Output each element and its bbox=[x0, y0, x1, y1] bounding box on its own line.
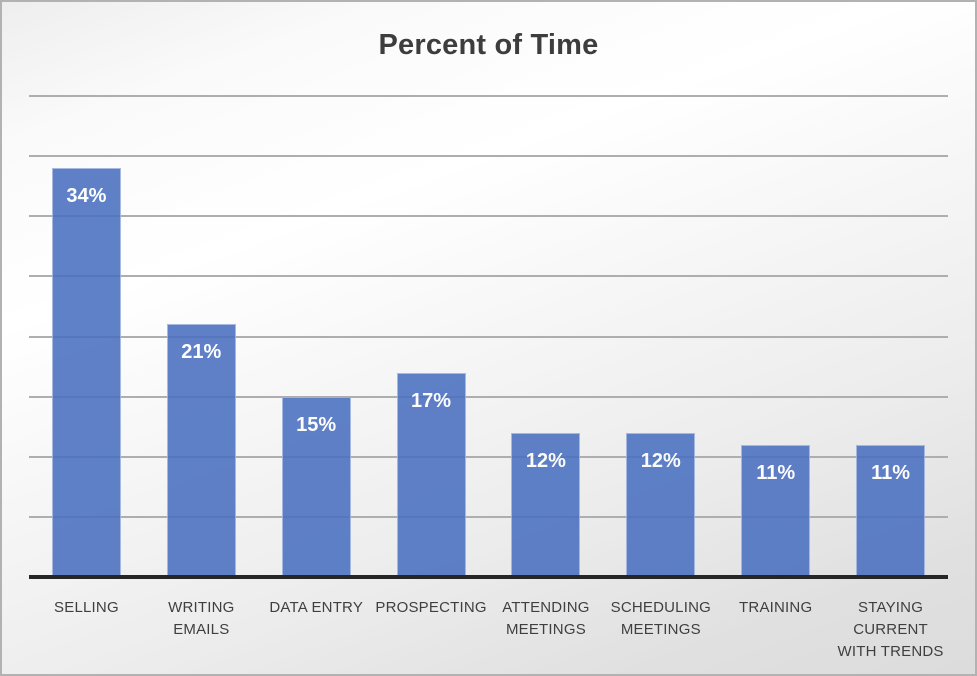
category-label-line: CURRENT bbox=[853, 621, 928, 638]
category-label-line: DATA ENTRY bbox=[269, 599, 364, 616]
plot-area: 34% 21% 15% 17% 12% 12% 11% 11% bbox=[29, 95, 948, 579]
bar-data-label: 34% bbox=[66, 185, 107, 208]
category-label-line: WITH TRENDS bbox=[837, 643, 944, 660]
category-label-line: STAYING bbox=[858, 599, 924, 616]
category-label-staying-current-with-trends: STAYING CURRENT WITH TRENDS bbox=[833, 597, 948, 663]
bar-scheduling-meetings: 12% bbox=[626, 432, 696, 577]
gridline-5 bbox=[29, 515, 948, 518]
gridline-40 bbox=[29, 95, 948, 97]
gridline-25 bbox=[29, 275, 948, 278]
gridline-10 bbox=[29, 455, 948, 458]
bar-data-label: 17% bbox=[411, 389, 452, 412]
bar-staying-current-with-trends: 11% bbox=[856, 444, 926, 577]
category-label-training: TRAINING bbox=[718, 597, 833, 663]
bar-data-label: 12% bbox=[640, 449, 681, 472]
category-label-line: MEETINGS bbox=[620, 621, 701, 638]
category-label-scheduling-meetings: SCHEDULING MEETINGS bbox=[603, 597, 718, 663]
category-label-line: TRAINING bbox=[739, 599, 813, 616]
category-label-line: SCHEDULING bbox=[610, 599, 711, 616]
category-label-attending-meetings: ATTENDING MEETINGS bbox=[489, 597, 604, 663]
gridline-15 bbox=[29, 395, 948, 398]
bar-data-label: 11% bbox=[871, 461, 911, 484]
bar-attending-meetings: 12% bbox=[511, 432, 581, 577]
gridline-20 bbox=[29, 335, 948, 338]
bar-data-label: 12% bbox=[525, 449, 566, 472]
bar-data-label: 15% bbox=[296, 413, 337, 436]
category-axis-labels: SELLING WRITING EMAILS DATA ENTRY PROSPECTIN… bbox=[29, 597, 948, 663]
bars-layer: 34% 21% 15% 17% 12% 12% 11% 11% bbox=[29, 96, 948, 577]
bar-prospecting: 17% bbox=[396, 372, 466, 577]
category-label-prospecting: PROSPECTING bbox=[374, 597, 489, 663]
bar-selling: 34% bbox=[51, 168, 121, 577]
category-label-line: PROSPECTING bbox=[375, 599, 487, 616]
category-label-data-entry: DATA ENTRY bbox=[259, 597, 374, 663]
category-label-line: MEETINGS bbox=[505, 621, 586, 638]
category-label-line: ATTENDING bbox=[502, 599, 590, 616]
chart-title: Percent of Time bbox=[378, 29, 599, 61]
category-label-line: EMAILS bbox=[173, 621, 230, 638]
gridline-30 bbox=[29, 215, 948, 218]
category-label-line: SELLING bbox=[54, 599, 119, 616]
bar-data-label: 21% bbox=[181, 341, 222, 364]
category-label-writing-emails: WRITING EMAILS bbox=[144, 597, 259, 663]
bar-writing-emails: 21% bbox=[166, 324, 236, 577]
category-label-line: WRITING bbox=[168, 599, 235, 616]
gridline-35 bbox=[29, 155, 948, 158]
category-label-selling: SELLING bbox=[29, 597, 144, 663]
bar-training: 11% bbox=[741, 444, 811, 577]
bar-data-label: 11% bbox=[756, 461, 796, 484]
bar-data-entry: 15% bbox=[281, 396, 351, 577]
x-axis-line bbox=[29, 575, 948, 579]
